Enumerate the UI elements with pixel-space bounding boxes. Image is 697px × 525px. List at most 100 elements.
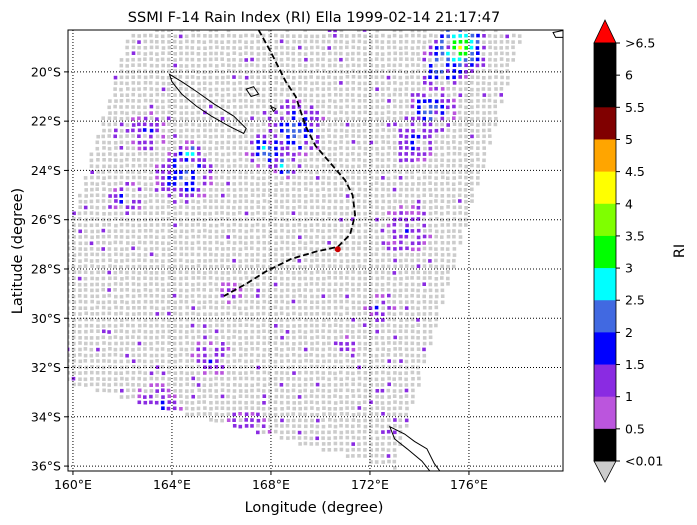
rain-pixel — [155, 246, 159, 251]
colorbar-tick-label: 5 — [625, 132, 633, 147]
rain-pixel — [280, 276, 284, 281]
rain-pixel — [285, 146, 290, 150]
rain-pixel — [196, 329, 201, 334]
rain-pixel — [280, 146, 285, 151]
rain-pixel — [380, 182, 385, 186]
rain-pixel — [363, 247, 367, 251]
rain-pixel — [173, 287, 177, 292]
rain-pixel — [422, 252, 426, 257]
rain-pixel — [328, 169, 332, 174]
rain-pixel — [351, 63, 356, 67]
rain-pixel — [250, 158, 255, 163]
rain-pixel — [131, 376, 135, 381]
rain-pixel — [387, 406, 391, 411]
rain-pixel — [137, 276, 141, 281]
rain-pixel — [351, 199, 356, 203]
rain-pixel — [83, 270, 88, 274]
rain-pixel — [214, 353, 219, 357]
rain-pixel — [428, 187, 432, 192]
rain-pixel — [338, 395, 343, 399]
rain-pixel — [273, 104, 278, 109]
rain-pixel — [191, 176, 195, 180]
rain-pixel — [179, 51, 183, 56]
rain-pixel — [273, 252, 278, 257]
rain-pixel — [256, 164, 260, 168]
rain-pixel — [143, 158, 148, 162]
rain-pixel — [131, 359, 136, 363]
rain-pixel — [126, 146, 130, 150]
rain-pixel — [274, 312, 278, 316]
rain-pixel — [161, 406, 165, 410]
rain-pixel — [160, 383, 165, 387]
rain-pixel — [505, 34, 509, 39]
rain-pixel — [434, 229, 439, 234]
rain-pixel — [327, 341, 331, 346]
rain-pixel — [268, 140, 272, 145]
rain-pixel — [208, 329, 213, 333]
rain-pixel — [267, 371, 272, 375]
rain-pixel — [179, 46, 183, 50]
rain-pixel — [167, 335, 171, 339]
rain-pixel — [179, 199, 184, 203]
rain-pixel — [114, 305, 118, 310]
rain-pixel — [315, 34, 320, 39]
rain-pixel — [196, 52, 201, 56]
rain-pixel — [184, 252, 189, 257]
rain-pixel — [196, 377, 201, 381]
rain-pixel — [405, 406, 409, 411]
rain-pixel — [304, 57, 308, 62]
colorbar-tick-label: 0.5 — [625, 421, 645, 436]
rain-pixel — [381, 199, 386, 204]
rain-pixel — [238, 247, 243, 251]
rain-pixel — [333, 306, 338, 310]
coastlines-layer — [168, 30, 563, 471]
rain-pixel — [303, 241, 308, 245]
rain-pixel — [380, 122, 385, 126]
rain-pixel — [78, 299, 83, 304]
rain-pixel — [399, 305, 403, 310]
rain-pixel — [309, 430, 314, 434]
rain-pixel — [321, 394, 326, 399]
rain-pixel — [137, 341, 142, 346]
rain-pixel — [505, 40, 510, 44]
rain-pixel — [333, 163, 337, 168]
rain-pixel — [179, 30, 183, 33]
rain-pixel — [333, 424, 338, 429]
rain-pixel — [310, 87, 314, 92]
rain-pixel — [131, 164, 136, 168]
storm-track-layer — [223, 30, 357, 297]
rain-pixel — [268, 234, 272, 239]
rain-pixel — [232, 34, 237, 38]
rain-pixel — [291, 235, 296, 239]
rain-pixel — [173, 152, 178, 157]
rain-pixel — [185, 282, 189, 286]
coastline — [552, 30, 563, 38]
rain-pixel — [256, 205, 261, 209]
rain-pixel — [101, 287, 105, 292]
rain-pixel — [143, 364, 147, 369]
rain-pixel — [131, 194, 136, 198]
rain-pixel — [393, 175, 397, 180]
rain-pixel — [220, 140, 225, 145]
rain-pixel — [72, 323, 76, 328]
rain-pixel — [202, 276, 207, 280]
rain-pixel — [149, 389, 154, 393]
rain-pixel — [316, 135, 320, 139]
rain-pixel — [345, 253, 349, 257]
rain-pixel — [84, 188, 88, 192]
rain-pixel — [387, 81, 391, 85]
rain-pixel — [363, 441, 367, 446]
rain-pixel — [262, 383, 267, 387]
rain-pixel — [208, 135, 213, 139]
rain-pixel — [72, 371, 76, 375]
rain-pixel — [250, 235, 254, 239]
rain-pixel — [108, 152, 112, 156]
rain-pixel — [190, 341, 195, 346]
rain-pixel — [327, 81, 332, 86]
rain-pixel — [113, 264, 117, 269]
rain-pixel — [392, 306, 397, 310]
rain-pixel — [167, 30, 171, 32]
rain-pixel — [119, 229, 124, 233]
rain-pixel — [125, 140, 130, 145]
rain-pixel — [102, 158, 106, 162]
